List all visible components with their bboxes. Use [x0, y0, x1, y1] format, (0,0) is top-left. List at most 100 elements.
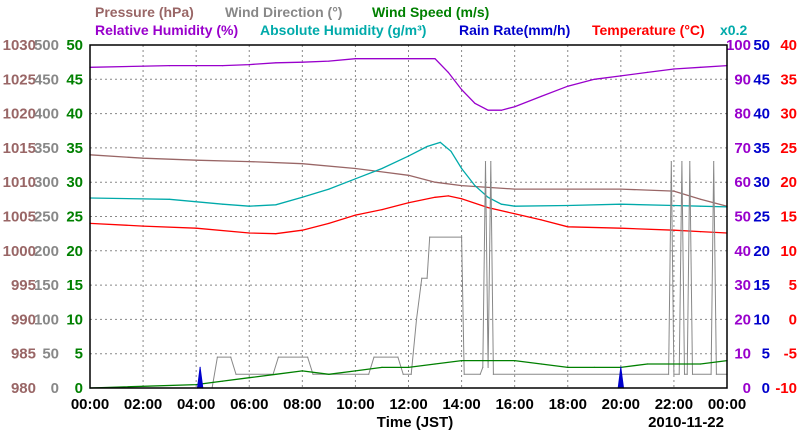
series-absolute-humidity-point — [439, 141, 441, 143]
y-tick-wind-direction: 300 — [34, 174, 59, 191]
series-wind-direction-point — [689, 161, 691, 163]
series-wind-direction-point — [307, 356, 309, 358]
series-absolute-humidity-point — [450, 150, 452, 152]
x-axis-title: Time (JST) — [377, 414, 453, 431]
series-relative-humidity-point — [646, 71, 649, 73]
series-temperature-point — [407, 202, 410, 204]
series-wind-direction-point — [673, 373, 675, 375]
y-tick-wind-direction: 500 — [34, 37, 59, 54]
series-wind-speed-point — [301, 370, 303, 372]
date-label: 2010-11-22 — [648, 414, 724, 431]
series-pressure-point — [301, 163, 303, 165]
y-tick-rain-rate: 25 — [753, 209, 770, 226]
series-relative-humidity-point — [487, 109, 489, 111]
y-tick-pressure: 985 — [11, 346, 36, 363]
x-tick-label: 10:00 — [336, 396, 374, 413]
legend-relative-humidity: Relative Humidity (%) — [95, 22, 238, 38]
series-absolute-humidity-point — [169, 198, 171, 200]
x-tick-label: 12:00 — [389, 396, 427, 413]
y-tick-relative-humidity: 30 — [734, 277, 751, 294]
series-wind-speed-point — [540, 363, 542, 365]
series-absolute-humidity-point — [328, 188, 330, 190]
series-absolute-humidity-point — [487, 196, 489, 198]
series-temperature-point — [195, 227, 197, 229]
axis-ticks: 9809859909951000100510101015102010251030… — [3, 37, 797, 413]
plot-frame — [89, 44, 728, 389]
series-wind-speed-point — [646, 363, 649, 365]
series-temperature-point — [248, 232, 250, 234]
series-wind-direction-point — [479, 373, 481, 375]
series-absolute-humidity-point — [275, 204, 277, 206]
series-wind-direction-point — [235, 373, 237, 375]
y-tick-rain-rate: 15 — [753, 277, 770, 294]
series-wind-direction-point — [492, 373, 494, 375]
series-pressure-point — [620, 188, 622, 190]
y-tick-temperature: -5 — [784, 346, 797, 363]
y-tick-relative-humidity: 10 — [734, 346, 751, 363]
series-absolute-humidity-point — [381, 167, 383, 170]
series-relative-humidity-point — [593, 78, 595, 80]
y-tick-rain-rate: 50 — [753, 37, 770, 54]
series-absolute-humidity-point — [222, 203, 224, 205]
series-wind-direction-point — [482, 366, 484, 368]
y-tick-pressure: 980 — [11, 380, 36, 397]
y-tick-wind-speed: 15 — [66, 277, 83, 294]
series-absolute-humidity-point — [474, 185, 476, 187]
series-wind-speed-point — [673, 363, 675, 365]
y-tick-temperature: -10 — [775, 380, 797, 397]
series-absolute-humidity-point — [699, 205, 702, 207]
series-wind-direction-point — [691, 373, 694, 375]
x-tick-label: 18:00 — [549, 396, 587, 413]
series-relative-humidity-point — [620, 75, 622, 77]
y-tick-temperature: 10 — [780, 243, 797, 260]
x-tick-label: 04:00 — [177, 396, 215, 413]
series-wind-speed-point — [381, 366, 383, 368]
y-tick-wind-speed: 20 — [66, 243, 83, 260]
y-tick-pressure: 995 — [11, 277, 36, 294]
series-wind-direction-point — [410, 373, 412, 375]
series-wind-direction-point — [402, 373, 404, 375]
series-relative-humidity-point — [328, 60, 330, 62]
series-relative-humidity-point — [354, 58, 356, 60]
series-wind-speed-point — [461, 360, 463, 362]
series-wind-direction-point — [397, 356, 399, 358]
y-tick-temperature: 30 — [780, 106, 797, 123]
series-relative-humidity-point — [500, 109, 502, 111]
y-tick-wind-speed: 50 — [66, 37, 83, 54]
legend-wind-direction: Wind Direction (°) — [225, 4, 342, 20]
series-pressure-point — [248, 161, 250, 163]
series-relative-humidity-point — [222, 65, 224, 67]
series-wind-direction-point — [277, 356, 279, 358]
legend-pressure: Pressure (hPa) — [95, 4, 194, 20]
series-wind-direction-point — [487, 366, 489, 368]
y-tick-rain-rate: 0 — [762, 380, 770, 397]
series-temperature-point — [328, 222, 330, 224]
series-relative-humidity-point — [461, 89, 463, 91]
y-tick-wind-direction: 400 — [34, 106, 59, 123]
y-tick-temperature: 40 — [780, 37, 797, 54]
series-wind-direction-point — [710, 373, 712, 375]
x-tick-label: 00:00 — [708, 396, 746, 413]
y-tick-rain-rate: 45 — [753, 71, 770, 88]
x-tick-label: 14:00 — [442, 396, 480, 413]
series-temperature-point — [434, 196, 436, 198]
series-wind-direction-point — [670, 161, 672, 163]
series-temperature-point — [620, 227, 622, 229]
series-wind-speed-point — [407, 366, 410, 368]
y-tick-temperature: 20 — [780, 174, 797, 191]
x-tick-label: 00:00 — [71, 396, 109, 413]
series-temperature-point — [567, 226, 569, 228]
y-tick-pressure: 1020 — [3, 106, 36, 123]
y-tick-wind-direction: 0 — [51, 380, 59, 397]
y-tick-rain-rate: 35 — [753, 140, 770, 157]
series-wind-direction-point — [681, 161, 683, 163]
series-temperature-point — [447, 195, 449, 197]
x-tick-label: 06:00 — [230, 396, 268, 413]
y-tick-wind-direction: 200 — [34, 243, 59, 260]
series-pressure-point — [354, 167, 356, 170]
series-wind-speed — [89, 359, 728, 389]
series-wind-direction-point — [490, 161, 492, 163]
y-tick-wind-direction: 450 — [34, 71, 59, 88]
series-wind-direction-point — [415, 318, 418, 320]
series-pressure-point — [699, 198, 702, 200]
